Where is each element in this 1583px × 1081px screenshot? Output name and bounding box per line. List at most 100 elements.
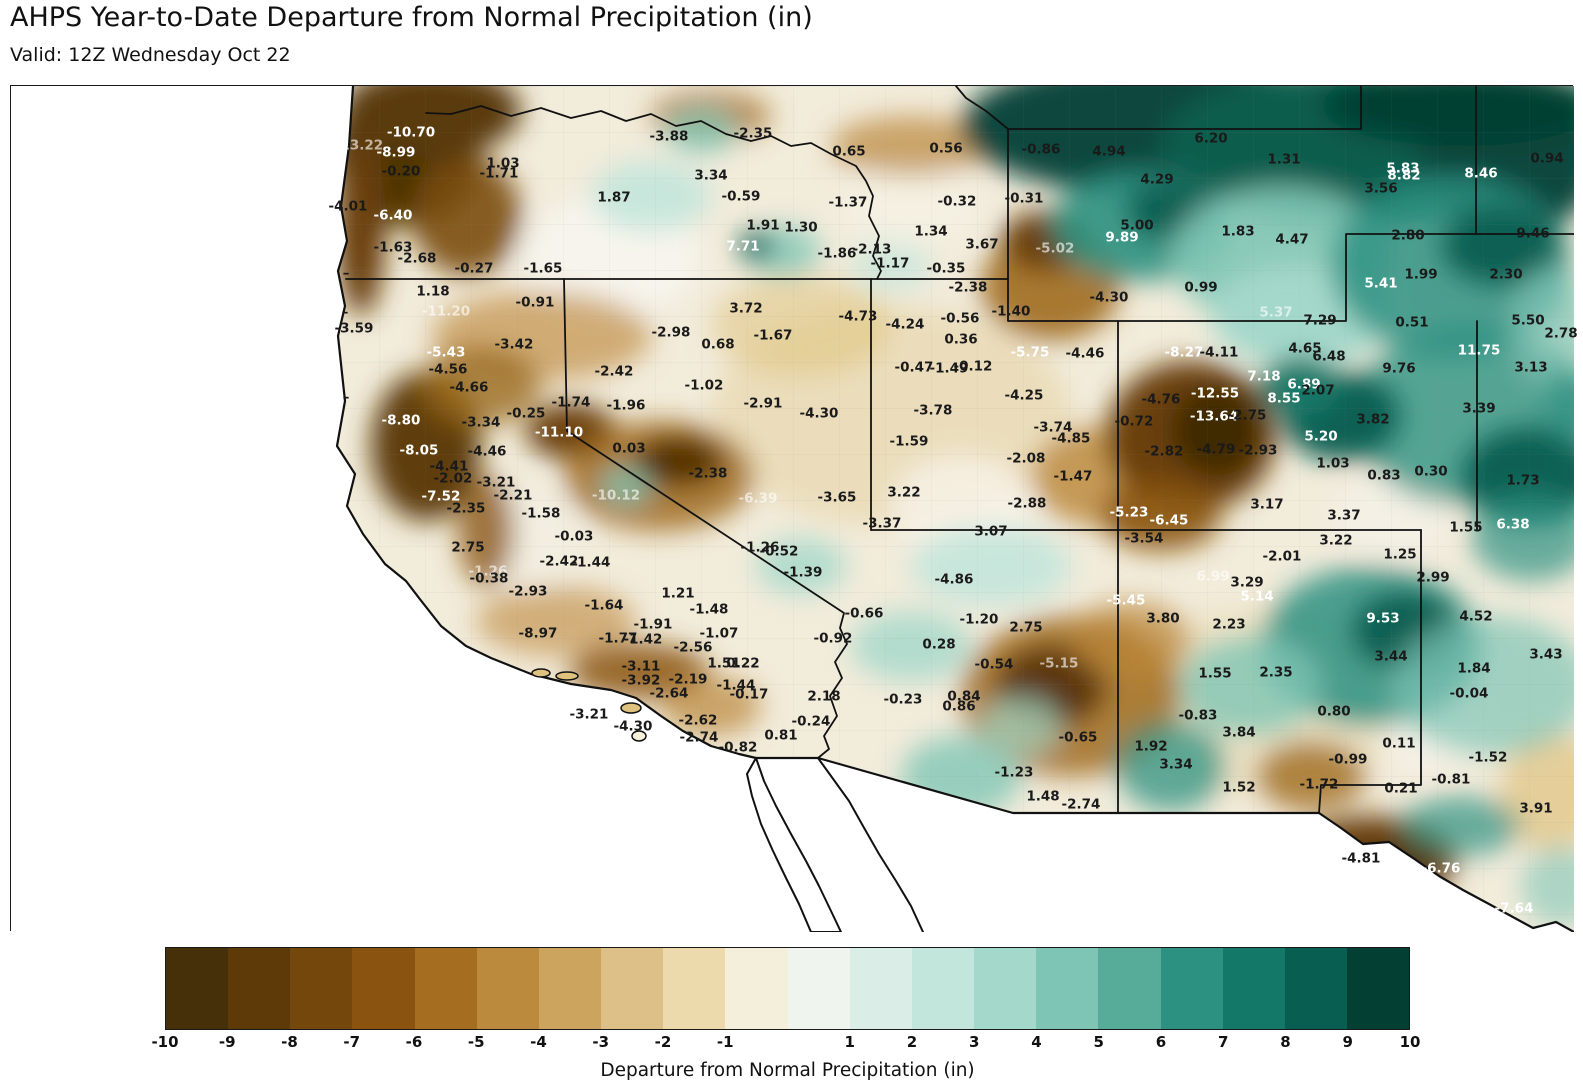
value-label: -3.92 — [621, 672, 661, 689]
value-label: -0.86 — [1021, 141, 1061, 158]
value-label: 1.73 — [1506, 472, 1540, 489]
value-label: -1.86 — [817, 245, 857, 262]
value-label: -0.47 — [894, 359, 934, 376]
value-label: -0.99 — [1328, 751, 1368, 768]
value-label: -1.37 — [828, 194, 868, 211]
value-label: -7.52 — [421, 488, 461, 505]
value-label: -0.20 — [381, 163, 421, 180]
value-label: -4.30 — [613, 718, 653, 735]
value-label: -0.59 — [721, 188, 761, 205]
colorbar-tick: -3 — [592, 1033, 610, 1051]
value-label: -8.97 — [518, 625, 558, 642]
value-label: -1.49 — [929, 360, 969, 377]
value-label: 3.29 — [1230, 574, 1264, 591]
value-label: 0.28 — [922, 636, 956, 653]
value-label: 0.68 — [701, 336, 735, 353]
colorbar-tick: 9 — [1342, 1033, 1353, 1051]
value-label: -0.65 — [1058, 729, 1098, 746]
value-label: -1.02 — [684, 377, 724, 394]
colorbar-segment — [228, 948, 291, 1029]
value-label: 9.53 — [1366, 610, 1400, 627]
value-label: -1.44 — [716, 677, 756, 694]
value-label: -0.12 — [953, 358, 993, 375]
value-label: 3.91 — [1519, 800, 1553, 817]
colorbar-ticks: -10 -9 -8 -7 -6 -5 -4 -3 -2 -1 1 2 3 4 5 6 7 8 9 10 — [151, 1033, 1420, 1051]
value-label: -3.21 — [569, 706, 609, 723]
value-label: 3.72 — [729, 300, 763, 317]
value-label: -1.39 — [783, 564, 823, 581]
value-label: -1.72 — [1299, 776, 1339, 793]
colorbar-segment — [1036, 948, 1099, 1029]
value-label: 9.76 — [1382, 360, 1416, 377]
value-label: 1.03 — [1316, 455, 1350, 472]
value-label: -6.40 — [373, 207, 413, 224]
value-label: 1.92 — [1134, 738, 1168, 755]
value-label: -3.74 — [1033, 419, 1073, 436]
value-label: -10.12 — [591, 487, 641, 504]
value-label: 9.89 — [1105, 229, 1139, 246]
value-label: -1.63 — [373, 239, 413, 256]
value-label: -2.68 — [397, 250, 437, 267]
value-label: -2.62 — [678, 712, 718, 729]
value-label: -11.20 — [421, 303, 471, 320]
value-label: -1.07 — [699, 625, 739, 642]
value-label: -1.17 — [870, 255, 910, 272]
value-label: -3.78 — [913, 402, 953, 419]
value-label: 0.65 — [832, 143, 866, 160]
colorbar-tick: 10 — [1399, 1033, 1421, 1051]
value-label: -6.45 — [1149, 512, 1189, 529]
colorbar-segment — [1284, 948, 1347, 1029]
value-label: -3.59 — [334, 320, 374, 337]
value-label: -4.24 — [885, 316, 925, 333]
value-label: 3.13 — [1514, 359, 1548, 376]
value-label: -4.73 — [838, 308, 878, 325]
colorbar-tick: 5 — [1093, 1033, 1104, 1051]
value-label: -2.35 — [446, 500, 486, 517]
value-label: 2.23 — [1212, 616, 1246, 633]
value-label: -4.25 — [1004, 387, 1044, 404]
value-label: -0.04 — [1449, 685, 1489, 702]
value-label: 0.11 — [1382, 735, 1416, 752]
value-label: -1.42 — [623, 631, 663, 648]
colorbar-tick: 3 — [969, 1033, 980, 1051]
value-label: 2.35 — [1259, 664, 1293, 681]
value-label: 5.50 — [1511, 312, 1545, 329]
value-label: 1.87 — [597, 189, 631, 206]
value-labels-layer: -10.70 -13.22 -8.99 -0.20 1.03 -1.71 -3.88 -2.3… — [11, 86, 1578, 930]
value-label: -3.65 — [817, 489, 857, 506]
colorbar-segment — [1346, 948, 1410, 1029]
colorbar-tick: -9 — [218, 1033, 236, 1051]
value-label: -4.46 — [1065, 345, 1105, 362]
value-label: -0.54 — [974, 656, 1014, 673]
value-label: -2.93 — [1238, 442, 1278, 459]
value-label: 3.34 — [694, 167, 728, 184]
value-label: -0.52 — [759, 543, 799, 560]
value-label: -6.76 — [1421, 860, 1461, 877]
value-label: 0.99 — [1184, 279, 1218, 296]
value-label: -1.44 — [571, 554, 611, 571]
value-label: -2.21 — [493, 487, 533, 504]
value-label: 4.29 — [1140, 171, 1174, 188]
value-label: -1.48 — [689, 601, 729, 618]
value-label: 1.91 — [746, 217, 780, 234]
value-label: 7.29 — [1303, 312, 1337, 329]
value-label: 8.46 — [1464, 165, 1498, 182]
value-label: -12.55 — [1190, 385, 1240, 402]
value-label: -8.80 — [381, 412, 421, 429]
value-label: -0.17 — [729, 686, 769, 703]
value-label: -13.22 — [334, 137, 384, 154]
value-label: 3.39 — [1462, 400, 1496, 417]
value-label: -2.42 — [539, 553, 579, 570]
value-label: -0.92 — [813, 630, 853, 647]
value-label: -5.75 — [1010, 344, 1050, 361]
value-label: 0.21 — [1384, 780, 1418, 797]
colorbar-segment — [1098, 948, 1161, 1029]
value-label: 1.55 — [1449, 519, 1483, 536]
colorbar-tick: 4 — [1031, 1033, 1042, 1051]
colorbar-segment — [352, 948, 415, 1029]
value-label: 5.83 — [1386, 160, 1420, 177]
value-label: 4.52 — [1459, 608, 1493, 625]
value-label: -5.15 — [1039, 655, 1079, 672]
value-label: 0.83 — [1367, 467, 1401, 484]
